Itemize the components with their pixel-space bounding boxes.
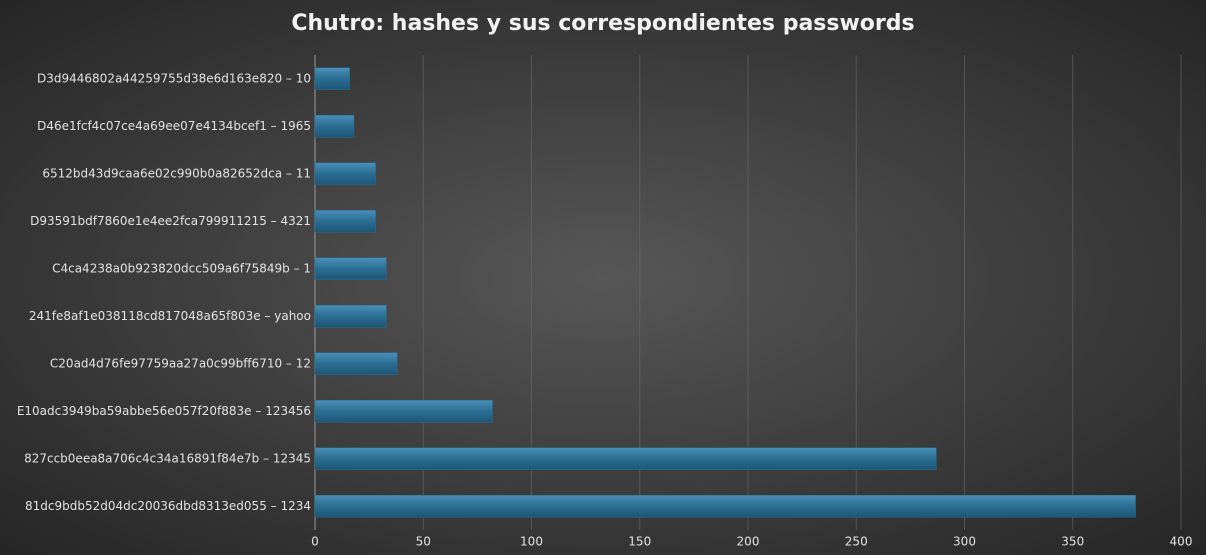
bar	[314, 257, 387, 280]
y-tick-label: C20ad4d76fe97759aa27a0c99bff6710 – 12	[50, 356, 311, 370]
x-tick-label: 200	[737, 535, 760, 549]
chart-title: Chutro: hashes y sus correspondientes pa…	[291, 11, 914, 36]
bar	[314, 447, 937, 470]
x-tick-label: 350	[1061, 535, 1084, 549]
y-tick-label: 241fe8af1e038118cd817048a65f803e – yahoo	[29, 309, 311, 323]
y-tick-label: 81dc9bdb52d04dc20036dbd8313ed055 – 1234	[25, 499, 311, 513]
y-tick-label: E10adc3949ba59abbe56e057f20f883e – 12345…	[17, 404, 311, 418]
bar	[314, 400, 493, 423]
x-tick-label: 50	[416, 535, 431, 549]
bar	[314, 210, 376, 233]
x-tick-label: 0	[311, 535, 319, 549]
bar	[314, 162, 376, 185]
bar	[314, 495, 1136, 518]
x-tick-label: 400	[1170, 535, 1193, 549]
y-tick-label: D93591bdf7860e1e4ee2fca799911215 – 4321	[30, 214, 311, 228]
x-tick-label: 150	[628, 535, 651, 549]
y-tick-label: 827ccb0eea8a706c4c34a16891f84e7b – 12345	[24, 451, 311, 465]
bar	[314, 67, 350, 90]
y-tick-label: D46e1fcf4c07ce4a69ee07e4134bcef1 – 1965	[37, 119, 311, 133]
y-tick-label: 6512bd43d9caa6e02c990b0a82652dca – 11	[42, 166, 311, 180]
y-tick-label: D3d9446802a44259755d38e6d163e820 – 10	[37, 71, 311, 85]
bar	[314, 115, 355, 138]
x-tick-label: 250	[845, 535, 868, 549]
x-tick-label: 100	[520, 535, 543, 549]
bar	[314, 352, 398, 375]
x-tick-label: 300	[953, 535, 976, 549]
y-tick-label: C4ca4238a0b923820dcc509a6f75849b – 1	[52, 261, 311, 275]
bar	[314, 305, 387, 328]
